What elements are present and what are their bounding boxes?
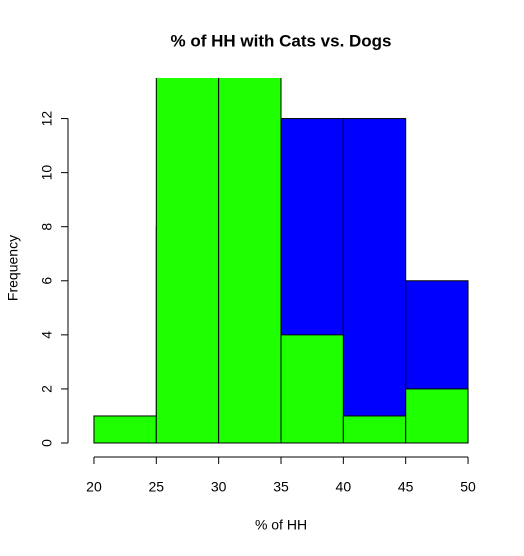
bar <box>280 334 344 444</box>
y-axis-label: Frequency <box>5 235 21 301</box>
x-tick-label: 25 <box>149 479 165 495</box>
bar <box>93 415 157 444</box>
x-tick-label: 40 <box>336 479 352 495</box>
bar <box>342 118 407 444</box>
x-tick-label: 35 <box>273 479 289 495</box>
bars <box>93 78 469 444</box>
x-tick-label: 30 <box>211 479 227 495</box>
bar <box>155 78 220 444</box>
x-tick-label: 50 <box>460 479 476 495</box>
x-tick-label: 20 <box>86 479 102 495</box>
bar <box>405 388 469 444</box>
y-tick-label: 0 <box>39 439 55 447</box>
bar <box>342 415 407 444</box>
chart-title: % of HH with Cats vs. Dogs <box>170 31 391 50</box>
y-tick-label: 8 <box>39 223 55 231</box>
y-tick-label: 12 <box>39 111 55 127</box>
y-tick-label: 10 <box>39 165 55 181</box>
y-tick-label: 2 <box>39 385 55 393</box>
y-tick-label: 4 <box>39 331 55 339</box>
x-axis-label: % of HH <box>255 517 307 533</box>
bar <box>218 78 282 444</box>
x-tick-label: 45 <box>398 479 414 495</box>
y-tick-label: 6 <box>39 277 55 285</box>
